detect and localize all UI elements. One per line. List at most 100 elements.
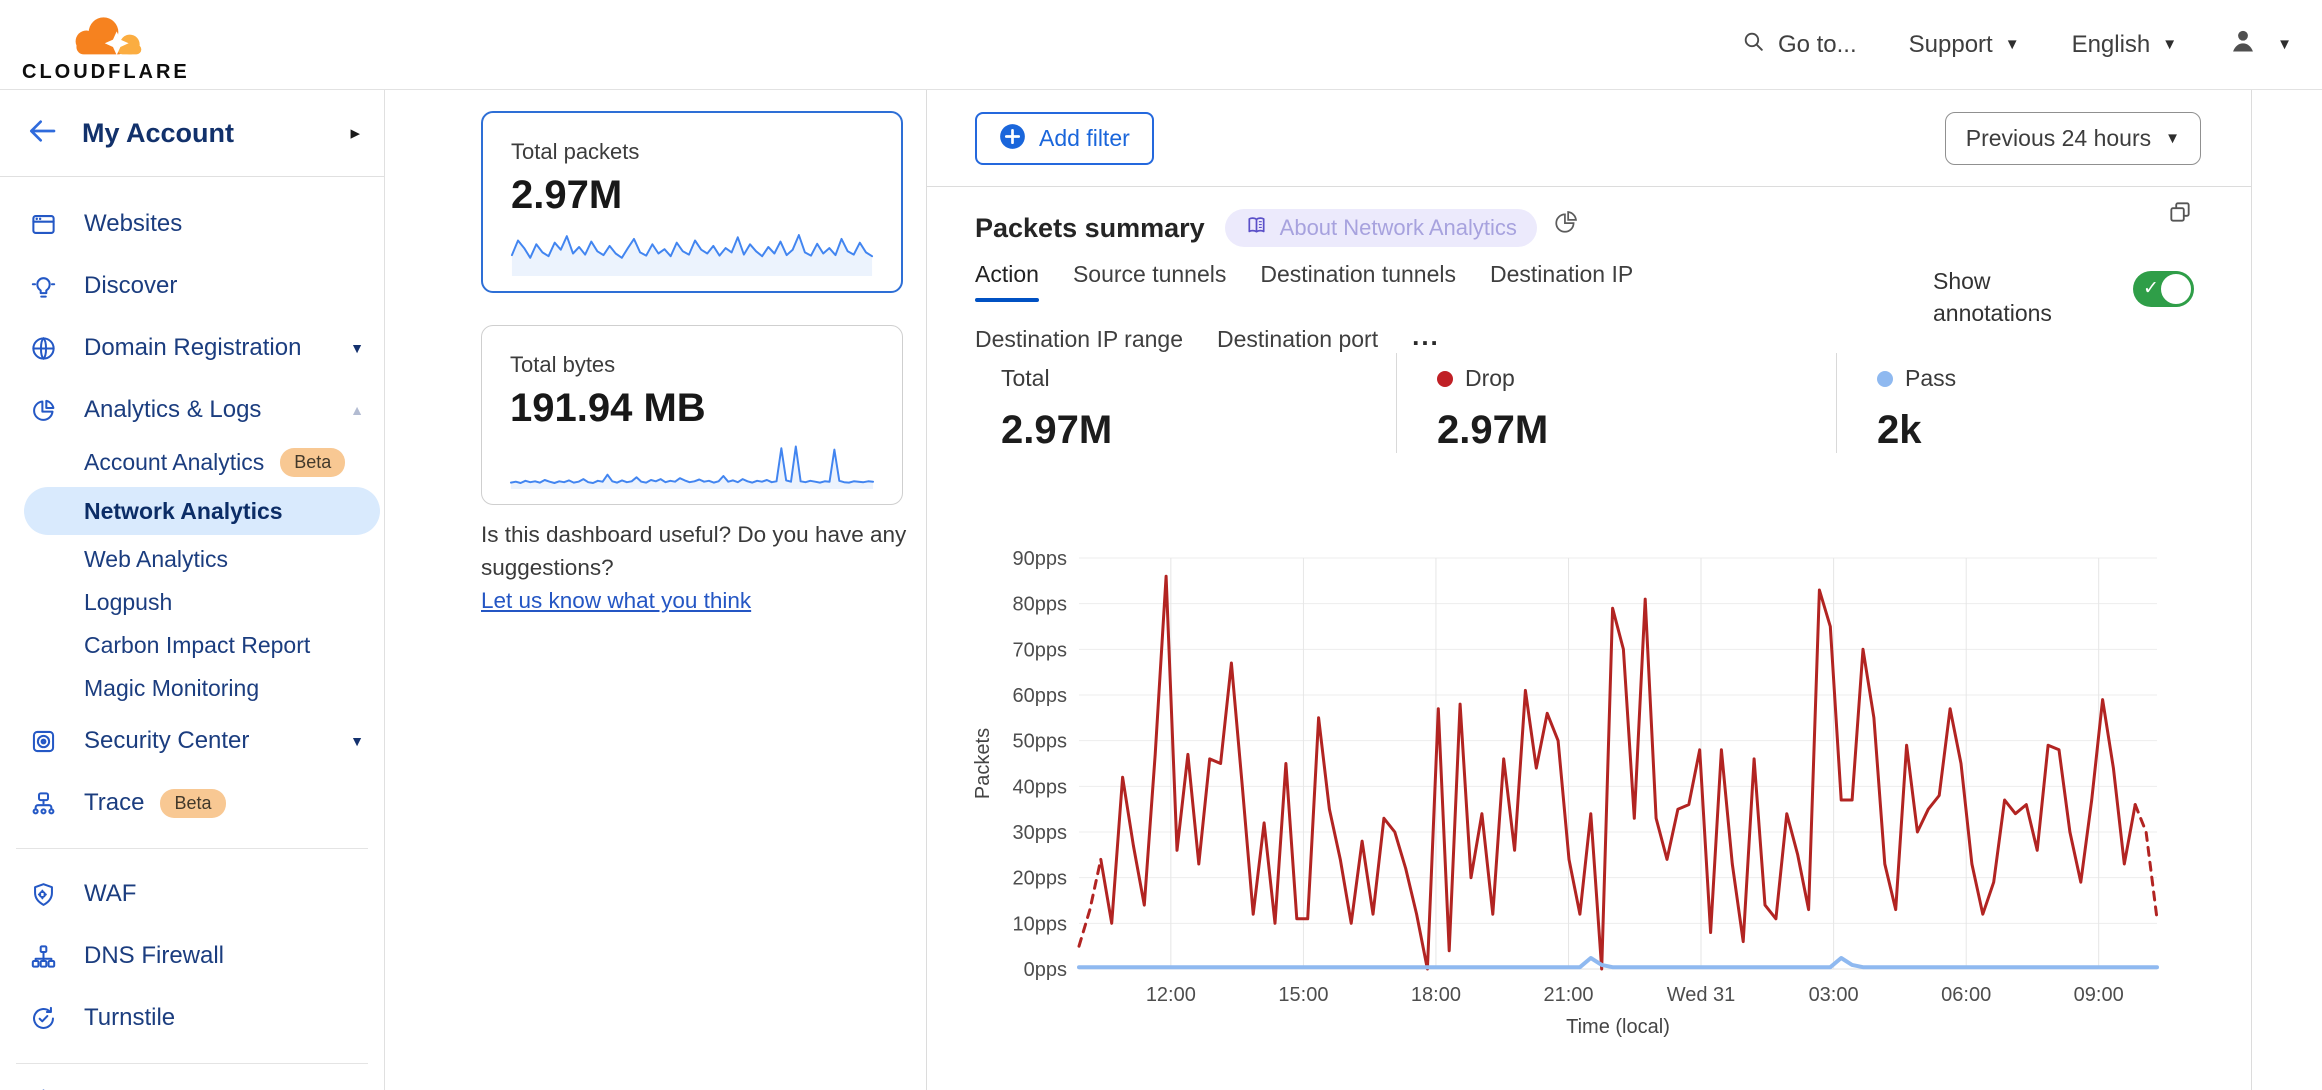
chevron-up-icon: ▲ xyxy=(350,402,364,418)
total-bytes-sparkline xyxy=(508,438,876,490)
go-to-label: Go to... xyxy=(1777,30,1857,58)
series-dot-icon xyxy=(1437,370,1453,387)
total-packets-card[interactable]: Total packets 2.97M xyxy=(481,111,903,293)
stat-pass: Pass 2k xyxy=(1836,353,2203,453)
sidebar-item-label: DNS Firewall xyxy=(84,942,225,969)
shield-gear-icon xyxy=(30,881,57,908)
sidebar-subitem-account-analytics[interactable]: Account Analytics Beta xyxy=(0,441,384,484)
sidebar: My Account ▸ Websites Discover Domain Regi… xyxy=(0,90,385,1090)
sidebar-subitem-web-analytics[interactable]: Web Analytics xyxy=(0,538,384,581)
dns-tree-icon xyxy=(30,943,57,970)
go-to-search[interactable]: Go to... xyxy=(1741,29,1857,61)
trace-icon xyxy=(30,790,57,817)
back-arrow-icon[interactable] xyxy=(26,115,58,152)
sidebar-subitem-network-analytics[interactable]: Network Analytics xyxy=(24,487,380,535)
sidebar-item-turnstile[interactable]: Turnstile xyxy=(0,987,384,1049)
total-packets-sparkline xyxy=(509,215,875,277)
lightbulb-icon xyxy=(30,273,57,300)
security-safe-icon xyxy=(30,728,57,755)
feedback-block: Is this dashboard useful? Do you have an… xyxy=(481,518,931,617)
stat-label: Drop xyxy=(1465,365,1515,391)
sidebar-item-security-center[interactable]: Security Center ▼ xyxy=(0,710,384,772)
user-menu[interactable]: ▼ xyxy=(2229,27,2292,62)
sidebar-item-label: Websites xyxy=(84,210,183,237)
tabs-overflow-ellipsis[interactable]: ... xyxy=(1412,321,1440,351)
sidebar-item-dns-firewall[interactable]: DNS Firewall xyxy=(0,925,384,987)
total-bytes-card[interactable]: Total bytes 191.94 MB xyxy=(481,325,903,505)
sidebar-subitem-magic-monitoring[interactable]: Magic Monitoring xyxy=(0,667,384,710)
support-label: Support xyxy=(1908,30,1993,58)
sidebar-nav: Websites Discover Domain Registration ▼ Anal… xyxy=(0,177,384,1090)
about-network-analytics-badge[interactable]: About Network Analytics xyxy=(1224,209,1537,247)
tab-destination-tunnels[interactable]: Destination tunnels xyxy=(1260,261,1456,287)
language-menu[interactable]: English ▼ xyxy=(2072,31,2178,59)
feedback-text: Is this dashboard useful? Do you have an… xyxy=(481,522,907,580)
my-account-row[interactable]: My Account ▸ xyxy=(0,90,384,177)
cloudflare-cloud-icon xyxy=(62,10,150,61)
add-filter-label: Add filter xyxy=(1039,124,1130,151)
about-badge-label: About Network Analytics xyxy=(1279,215,1517,240)
tab-destination-port[interactable]: Destination port xyxy=(1217,326,1379,352)
svg-text:0pps: 0pps xyxy=(1024,959,1067,981)
add-filter-button[interactable]: Add filter xyxy=(975,111,1154,165)
time-range-dropdown[interactable]: Previous 24 hours ▼ xyxy=(1944,111,2201,165)
tab-destination-ip[interactable]: Destination IP xyxy=(1490,261,1634,287)
chevron-down-icon: ▼ xyxy=(2004,36,2020,53)
sidebar-subitem-logpush[interactable]: Logpush xyxy=(0,581,384,624)
turnstile-icon xyxy=(30,1005,57,1032)
duplicate-panel-icon[interactable] xyxy=(2167,199,2193,230)
sidebar-subitem-label: Magic Monitoring xyxy=(84,675,260,701)
stats-row: Total 2.97M Drop 2.97M Pass 2k xyxy=(975,353,2203,453)
svg-text:21:00: 21:00 xyxy=(1543,984,1593,1006)
total-packets-value: 2.97M xyxy=(511,173,623,217)
sidebar-item-label: Trace xyxy=(84,789,145,816)
chevron-right-icon[interactable]: ▸ xyxy=(350,122,360,144)
feedback-link[interactable]: Let us know what you think xyxy=(481,588,752,613)
svg-text:15:00: 15:00 xyxy=(1278,984,1328,1006)
sidebar-item-domain-registration[interactable]: Domain Registration ▼ xyxy=(0,317,384,379)
stat-value: 2k xyxy=(1877,408,1922,452)
summary-title-row: Packets summary About Network Analytics xyxy=(975,209,1579,247)
total-bytes-title: Total bytes xyxy=(510,352,616,377)
sidebar-item-waf[interactable]: WAF xyxy=(0,863,384,925)
stat-total: Total 2.97M xyxy=(975,353,1396,453)
svg-text:70pps: 70pps xyxy=(1013,639,1068,661)
sidebar-item-websites[interactable]: Websites xyxy=(0,193,384,255)
show-annotations-label: Show annotations xyxy=(1933,268,2052,326)
chevron-down-icon: ▼ xyxy=(2277,36,2292,53)
sidebar-item-label: Domain Registration xyxy=(84,334,302,361)
summary-title: Packets summary xyxy=(975,212,1205,243)
sidebar-item-label: Turnstile xyxy=(84,1004,176,1031)
tab-source-tunnels[interactable]: Source tunnels xyxy=(1072,261,1227,287)
sidebar-item-label: Analytics & Logs xyxy=(84,396,262,423)
tab-action[interactable]: Action xyxy=(975,261,1039,302)
packets-time-series-chart[interactable]: 0pps 10pps 20pps 30pps 40pps 50pps 60pps 70pps 8… xyxy=(961,541,2183,1041)
dimension-tabs: Action Source tunnels Destination tunnels D… xyxy=(975,261,1875,367)
svg-text:80pps: 80pps xyxy=(1013,594,1068,616)
sidebar-item-analytics-logs[interactable]: Analytics & Logs ▲ xyxy=(0,379,384,441)
top-header: CLOUDFLARE Go to... Support ▼ English ▼ xyxy=(0,0,2322,90)
cloudflare-logo[interactable]: CLOUDFLARE xyxy=(22,10,190,84)
sidebar-item-discover[interactable]: Discover xyxy=(0,255,384,317)
person-icon xyxy=(2229,27,2257,62)
sidebar-subitem-carbon-impact-report[interactable]: Carbon Impact Report xyxy=(0,624,384,667)
stat-cards-column: Total packets 2.97M Total bytes 191.94 M… xyxy=(385,90,926,1090)
svg-text:10pps: 10pps xyxy=(1013,913,1068,935)
series-dot-icon xyxy=(1877,370,1893,387)
time-range-label: Previous 24 hours xyxy=(1965,124,2152,151)
logo-wordmark: CLOUDFLARE xyxy=(22,60,190,83)
svg-text:40pps: 40pps xyxy=(1013,776,1068,798)
sidebar-item-trace[interactable]: Trace Beta xyxy=(0,772,384,834)
starburst-icon xyxy=(30,1086,57,1090)
globe-icon xyxy=(30,335,57,362)
sidebar-subitem-label: Carbon Impact Report xyxy=(84,632,311,658)
packets-summary-card: Packets summary About Network Analytics xyxy=(927,187,2251,1090)
check-icon: ✓ xyxy=(2143,278,2159,299)
show-annotations-toggle[interactable]: ✓ xyxy=(2133,271,2194,307)
sidebar-item-partial[interactable] xyxy=(0,1078,384,1090)
support-menu[interactable]: Support ▼ xyxy=(1909,31,2020,59)
tab-destination-ip-range[interactable]: Destination IP range xyxy=(975,326,1183,352)
svg-text:90pps: 90pps xyxy=(1013,548,1068,570)
pie-chart-icon[interactable] xyxy=(1553,209,1579,240)
